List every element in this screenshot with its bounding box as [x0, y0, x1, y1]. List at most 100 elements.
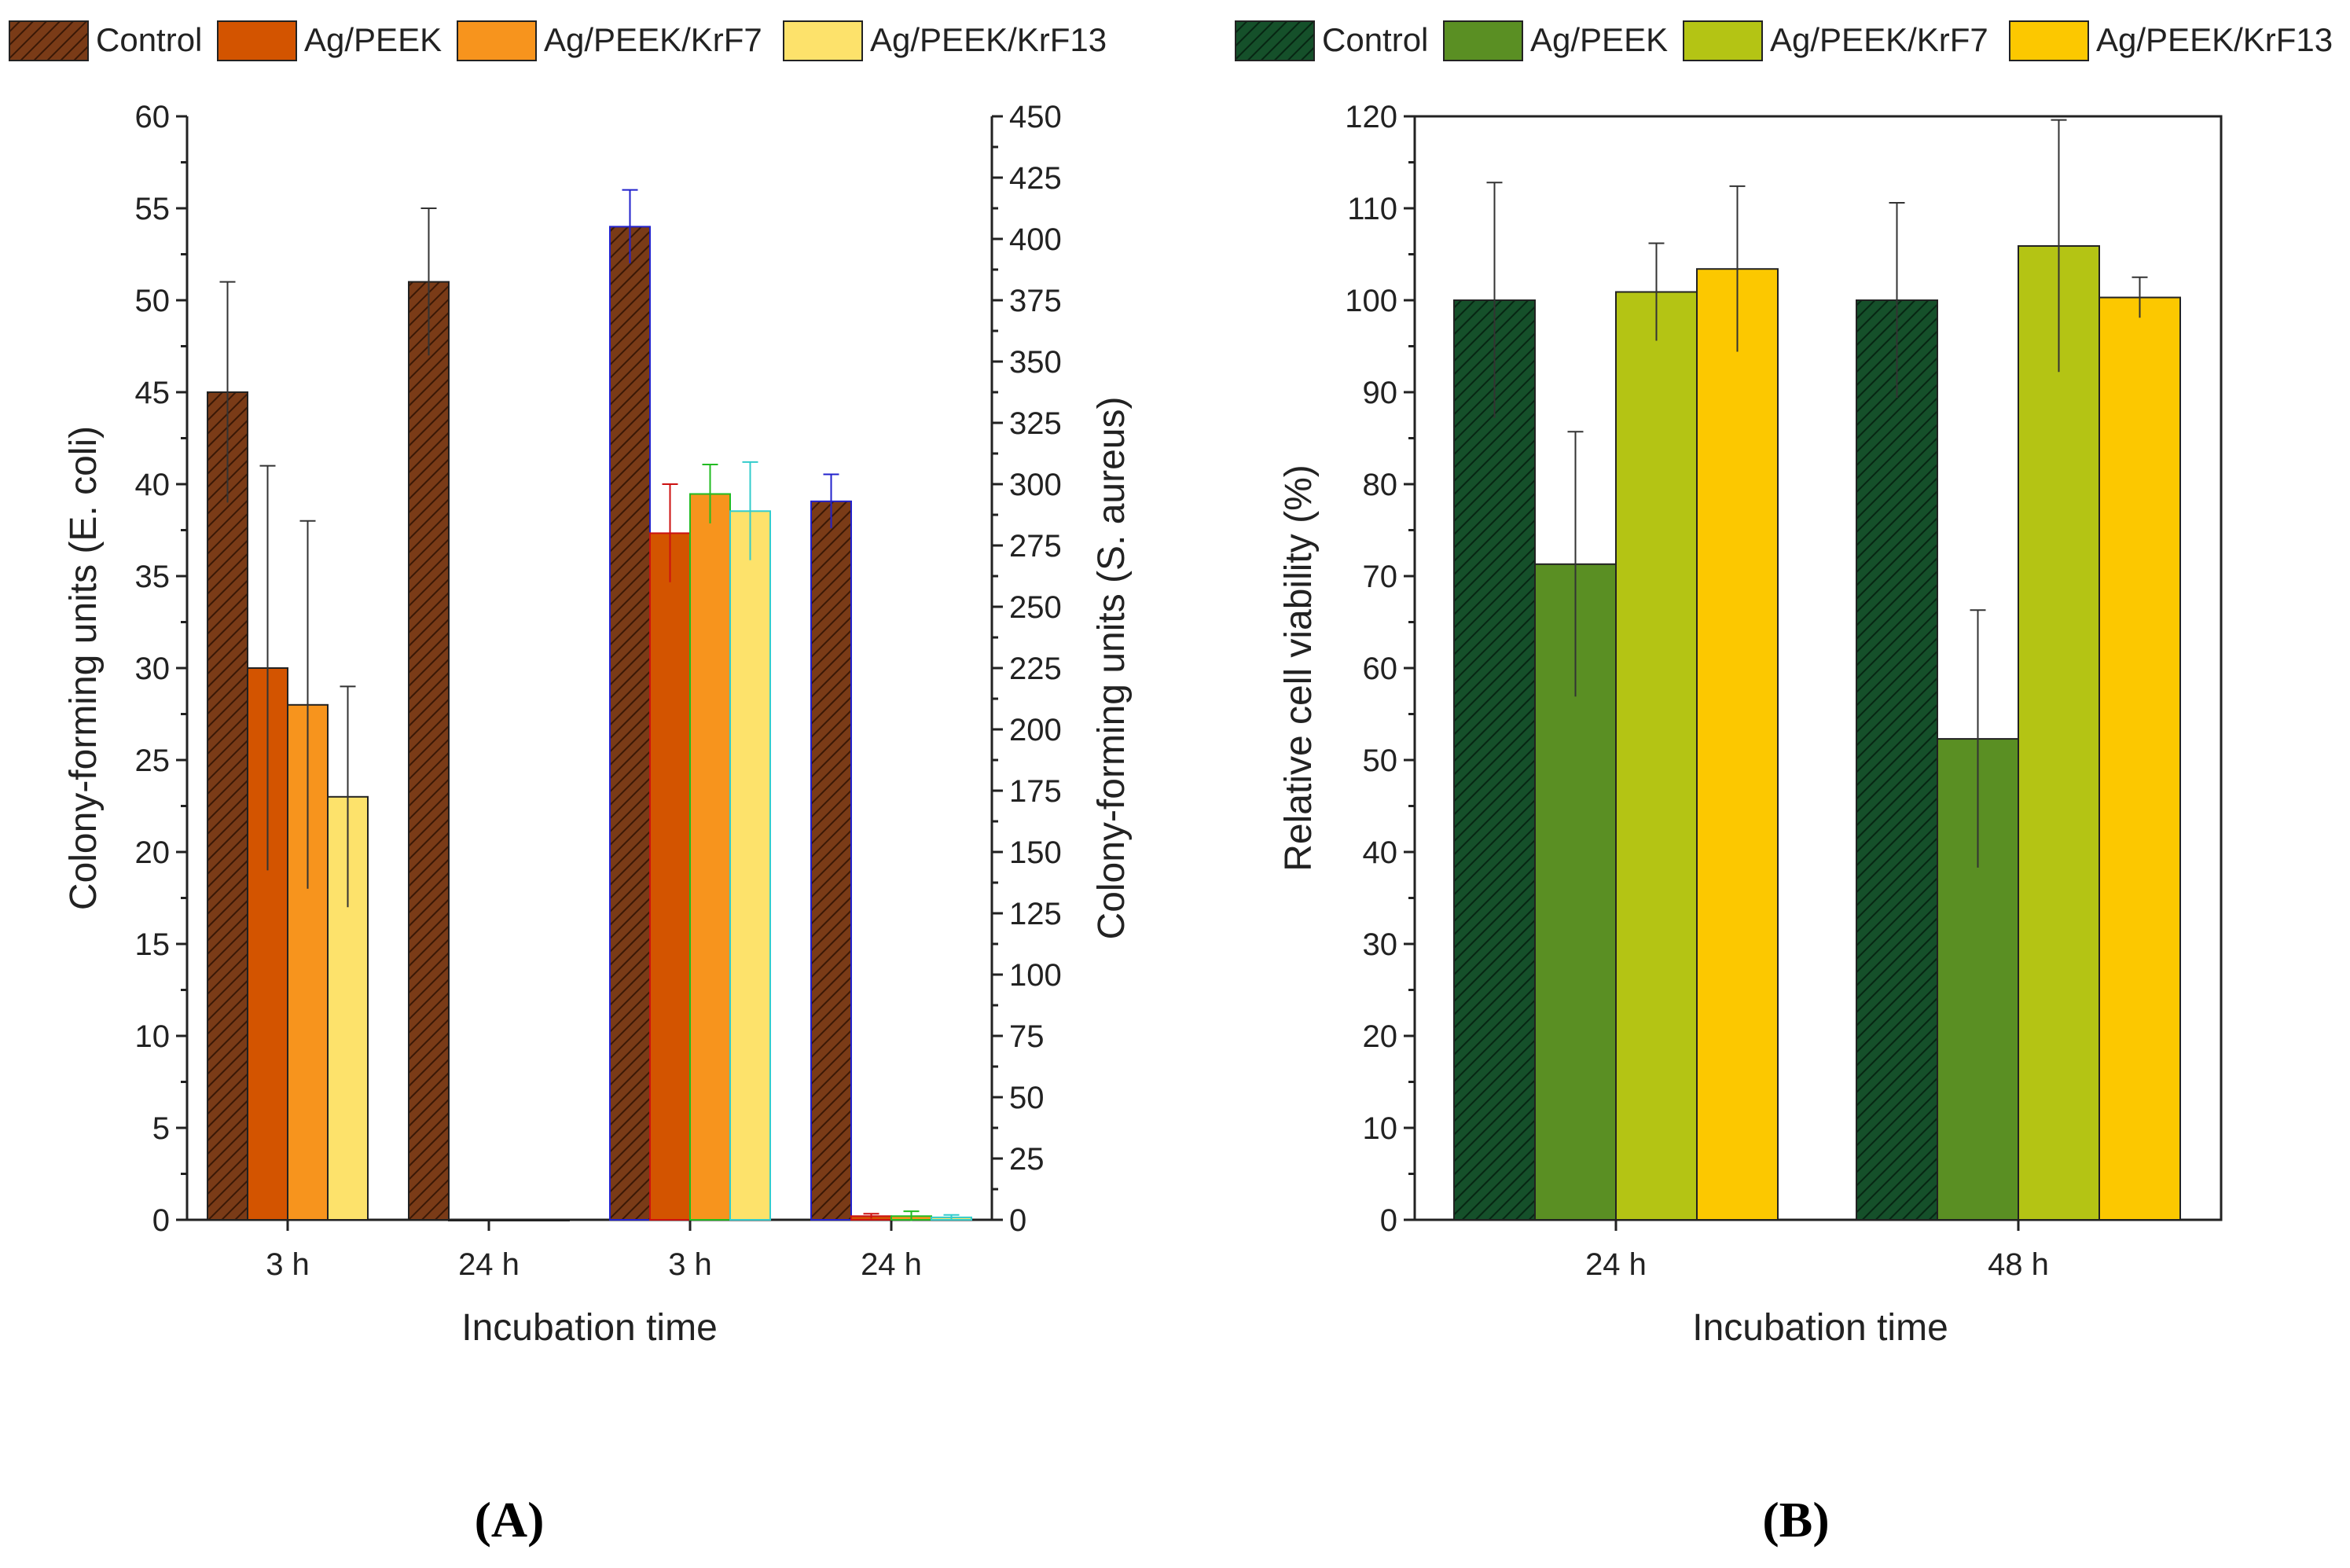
- right-tick-label: 325: [1009, 406, 1062, 441]
- x-tick-label-3-h: 3 h: [266, 1247, 310, 1282]
- panel-a-chart: Control Ag/PEEK Ag/PEEK/KrF7 Ag/PEEK/KrF13 …: [9, 20, 1133, 1548]
- left-tick-label: 60: [135, 100, 171, 134]
- bar-24-h-ag-peek-krf7: [1615, 291, 1698, 1221]
- right-tick-label: 400: [1009, 222, 1062, 257]
- left-tick-label: 45: [135, 376, 171, 410]
- bar-48-h-control: [1856, 299, 1938, 1221]
- left-tick-label: 30: [135, 652, 171, 686]
- panel-b-label: (B): [1762, 1492, 1829, 1548]
- left-tick-label: 110: [1347, 192, 1397, 226]
- left-tick-label: 30: [1363, 927, 1398, 962]
- left-tick-label: 10: [1363, 1111, 1398, 1146]
- bar-s-aureus-24-h-control: [810, 500, 852, 1221]
- panel-a-legend: Control Ag/PEEK Ag/PEEK/KrF7 Ag/PEEK/KrF13: [9, 20, 1107, 61]
- panel-b-x-axis-title: Incubation time: [1692, 1307, 1948, 1349]
- left-tick-label: 80: [1363, 468, 1398, 502]
- left-tick-label: 20: [1363, 1019, 1398, 1054]
- panel-a-y-axis-title: Colony-forming units (E. coli): [63, 426, 105, 910]
- left-tick-label: 120: [1345, 100, 1397, 134]
- panel-a-bars: [207, 189, 972, 1221]
- right-tick-label: 250: [1009, 590, 1062, 625]
- bar-e-coli-24-h-ag-peek-krf13: [528, 1219, 570, 1221]
- left-tick-label: 20: [135, 835, 171, 870]
- x-tick-label-24-h: 24 h: [1585, 1247, 1647, 1282]
- legend-label-control: Control: [1322, 21, 1428, 58]
- panel-a-x-axis-title: Incubation time: [461, 1307, 718, 1349]
- legend-swatch-control: [9, 20, 89, 61]
- right-tick-label: 150: [1009, 835, 1062, 870]
- left-tick-label: 70: [1363, 560, 1398, 594]
- left-tick-label: 40: [1363, 835, 1398, 870]
- right-tick-label: 200: [1009, 713, 1062, 747]
- left-tick-label: 5: [152, 1111, 170, 1146]
- right-tick-label: 75: [1009, 1019, 1045, 1054]
- right-tick-label: 425: [1009, 161, 1062, 196]
- legend-label-ag-peek-krf7: Ag/PEEK/KrF7: [1770, 21, 1988, 58]
- right-tick-label: 25: [1009, 1142, 1045, 1177]
- right-tick-label: 100: [1009, 958, 1062, 993]
- panel-a-label: (A): [475, 1492, 545, 1548]
- bar-s-aureus-3-h-control: [609, 226, 651, 1221]
- left-tick-label: 100: [1345, 284, 1397, 318]
- bar-e-coli-24-h-ag-peek: [448, 1219, 490, 1221]
- right-tick-label: 50: [1009, 1081, 1045, 1115]
- right-tick-label: 275: [1009, 529, 1062, 564]
- bar-s-aureus-3-h-ag-peek: [649, 532, 691, 1221]
- bar-e-coli-3-h-control: [207, 391, 248, 1221]
- bar-24-h-control: [1453, 299, 1536, 1221]
- left-tick-label: 15: [135, 927, 171, 962]
- left-tick-label: 90: [1363, 376, 1398, 410]
- panel-b-y-axis-title: Relative cell viability (%): [1278, 465, 1320, 871]
- left-tick-label: 35: [135, 560, 171, 594]
- bar-48-h-ag-peek-krf13: [2098, 296, 2181, 1221]
- legend-swatch-ag-peek: [217, 20, 297, 61]
- right-tick-label: 175: [1009, 774, 1062, 809]
- left-tick-label: 50: [1363, 744, 1398, 778]
- legend-label-ag-peek: Ag/PEEK: [304, 21, 442, 58]
- right-tick-label: 0: [1009, 1203, 1026, 1238]
- left-tick-label: 40: [135, 468, 171, 502]
- left-tick-label: 25: [135, 744, 171, 778]
- x-tick-label-48-h: 48 h: [1988, 1247, 2049, 1282]
- right-tick-label: 375: [1009, 284, 1062, 318]
- panel-b-axes: 0 10 20 30 40 50 60 70 80 90 100 110 120 24 h 48 h: [1345, 100, 2223, 1282]
- legend-label-control: Control: [96, 21, 202, 58]
- left-tick-label: 50: [135, 284, 171, 318]
- right-tick-label: 300: [1009, 468, 1062, 502]
- legend-label-ag-peek-krf7: Ag/PEEK/KrF7: [544, 21, 762, 58]
- x-tick-label-3-h: 3 h: [668, 1247, 712, 1282]
- bar-e-coli-3-h-ag-peek-krf13: [327, 795, 369, 1221]
- left-tick-label: 55: [135, 192, 171, 226]
- left-tick-label: 0: [1380, 1203, 1397, 1238]
- bar-48-h-ag-peek-krf7: [2018, 244, 2100, 1221]
- legend-swatch-ag-peek-krf7: [1683, 20, 1763, 61]
- right-tick-label: 350: [1009, 345, 1062, 380]
- panel-b-bars: [1453, 119, 2181, 1221]
- bar-e-coli-24-h-control: [408, 281, 450, 1221]
- right-tick-label: 225: [1009, 652, 1062, 686]
- x-tick-label-24-h: 24 h: [458, 1247, 520, 1282]
- panel-a-y-axis-title-right: Colony-forming units (S. aureus): [1091, 397, 1133, 940]
- panel-b-chart: Control Ag/PEEK Ag/PEEK/KrF7 Ag/PEEK/KrF13 …: [1235, 20, 2333, 1548]
- left-tick-label: 60: [1363, 652, 1398, 686]
- legend-swatch-ag-peek-krf13: [2009, 20, 2089, 61]
- right-tick-label: 125: [1009, 897, 1062, 931]
- panel-b-legend: Control Ag/PEEK Ag/PEEK/KrF7 Ag/PEEK/KrF13: [1235, 20, 2333, 61]
- legend-swatch-ag-peek-krf7: [457, 20, 537, 61]
- legend-swatch-ag-peek-krf13: [783, 20, 863, 61]
- bar-24-h-ag-peek-krf13: [1696, 268, 1779, 1221]
- legend-label-ag-peek-krf13: Ag/PEEK/KrF13: [870, 21, 1107, 58]
- bar-s-aureus-3-h-ag-peek-krf7: [689, 493, 731, 1221]
- legend-label-ag-peek-krf13: Ag/PEEK/KrF13: [2096, 21, 2333, 58]
- bar-s-aureus-3-h-ag-peek-krf13: [729, 510, 771, 1221]
- panel-a-axes: 0 5 10 15 20 25 30 35 40 45 50 55 60 0 25 50 75 100 125 150…: [135, 100, 1062, 1282]
- legend-label-ag-peek: Ag/PEEK: [1530, 21, 1668, 58]
- right-tick-label: 450: [1009, 100, 1062, 134]
- legend-swatch-control: [1235, 20, 1315, 61]
- x-tick-label-24-h: 24 h: [861, 1247, 922, 1282]
- bar-e-coli-24-h-ag-peek-krf7: [488, 1219, 530, 1221]
- left-tick-label: 10: [135, 1019, 171, 1054]
- legend-swatch-ag-peek: [1443, 20, 1523, 61]
- left-tick-label: 0: [152, 1203, 170, 1238]
